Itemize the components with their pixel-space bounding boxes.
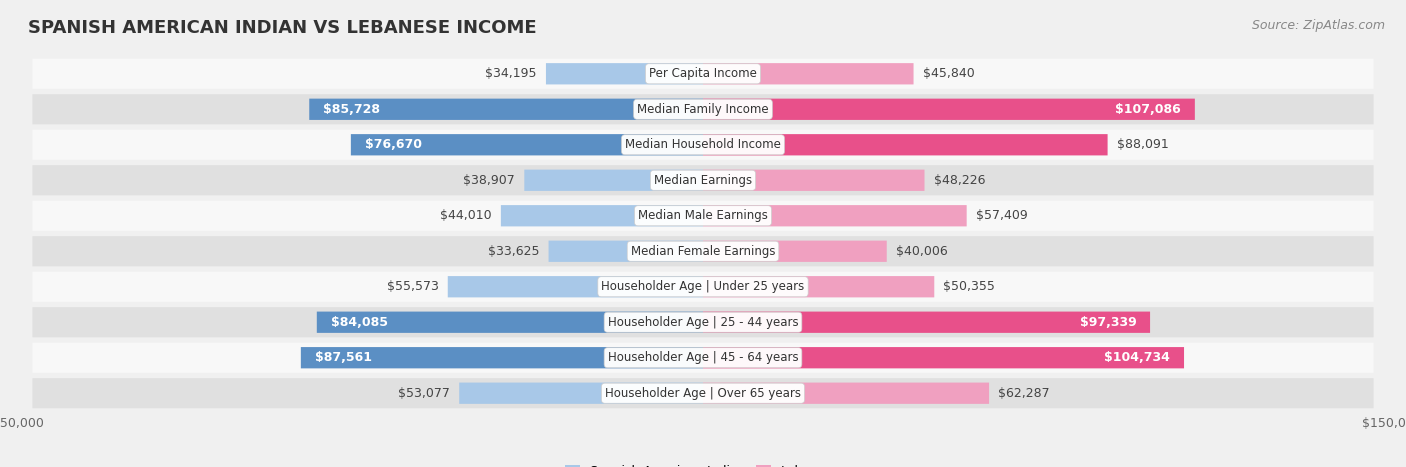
Text: Median Household Income: Median Household Income bbox=[626, 138, 780, 151]
FancyBboxPatch shape bbox=[548, 241, 703, 262]
FancyBboxPatch shape bbox=[32, 378, 1374, 408]
FancyBboxPatch shape bbox=[703, 63, 914, 85]
Text: $62,287: $62,287 bbox=[998, 387, 1050, 400]
Text: Source: ZipAtlas.com: Source: ZipAtlas.com bbox=[1251, 19, 1385, 32]
Text: Median Female Earnings: Median Female Earnings bbox=[631, 245, 775, 258]
FancyBboxPatch shape bbox=[32, 343, 1374, 373]
Text: $85,728: $85,728 bbox=[323, 103, 380, 116]
FancyBboxPatch shape bbox=[32, 307, 1374, 337]
Text: $88,091: $88,091 bbox=[1116, 138, 1168, 151]
Text: $84,085: $84,085 bbox=[330, 316, 388, 329]
FancyBboxPatch shape bbox=[32, 130, 1374, 160]
Text: $97,339: $97,339 bbox=[1080, 316, 1136, 329]
FancyBboxPatch shape bbox=[703, 311, 1150, 333]
FancyBboxPatch shape bbox=[32, 165, 1374, 195]
FancyBboxPatch shape bbox=[501, 205, 703, 226]
Text: $44,010: $44,010 bbox=[440, 209, 492, 222]
FancyBboxPatch shape bbox=[703, 347, 1184, 368]
Text: $107,086: $107,086 bbox=[1115, 103, 1181, 116]
FancyBboxPatch shape bbox=[309, 99, 703, 120]
Text: SPANISH AMERICAN INDIAN VS LEBANESE INCOME: SPANISH AMERICAN INDIAN VS LEBANESE INCO… bbox=[28, 19, 537, 37]
FancyBboxPatch shape bbox=[546, 63, 703, 85]
FancyBboxPatch shape bbox=[32, 272, 1374, 302]
Text: Median Earnings: Median Earnings bbox=[654, 174, 752, 187]
Text: $34,195: $34,195 bbox=[485, 67, 537, 80]
Text: $87,561: $87,561 bbox=[315, 351, 371, 364]
Text: $53,077: $53,077 bbox=[398, 387, 450, 400]
FancyBboxPatch shape bbox=[703, 99, 1195, 120]
FancyBboxPatch shape bbox=[352, 134, 703, 156]
Text: $76,670: $76,670 bbox=[364, 138, 422, 151]
FancyBboxPatch shape bbox=[447, 276, 703, 297]
Text: $45,840: $45,840 bbox=[922, 67, 974, 80]
Text: Householder Age | 45 - 64 years: Householder Age | 45 - 64 years bbox=[607, 351, 799, 364]
FancyBboxPatch shape bbox=[703, 134, 1108, 156]
Text: $104,734: $104,734 bbox=[1104, 351, 1170, 364]
FancyBboxPatch shape bbox=[524, 170, 703, 191]
FancyBboxPatch shape bbox=[301, 347, 703, 368]
Text: Median Male Earnings: Median Male Earnings bbox=[638, 209, 768, 222]
Text: $38,907: $38,907 bbox=[464, 174, 515, 187]
Text: $55,573: $55,573 bbox=[387, 280, 439, 293]
Text: Householder Age | Over 65 years: Householder Age | Over 65 years bbox=[605, 387, 801, 400]
Text: Householder Age | Under 25 years: Householder Age | Under 25 years bbox=[602, 280, 804, 293]
FancyBboxPatch shape bbox=[703, 170, 925, 191]
Text: $33,625: $33,625 bbox=[488, 245, 540, 258]
Text: Median Family Income: Median Family Income bbox=[637, 103, 769, 116]
FancyBboxPatch shape bbox=[460, 382, 703, 404]
Text: $48,226: $48,226 bbox=[934, 174, 986, 187]
Text: $57,409: $57,409 bbox=[976, 209, 1028, 222]
FancyBboxPatch shape bbox=[316, 311, 703, 333]
FancyBboxPatch shape bbox=[32, 236, 1374, 266]
FancyBboxPatch shape bbox=[703, 241, 887, 262]
Text: $50,355: $50,355 bbox=[943, 280, 995, 293]
Legend: Spanish American Indian, Lebanese: Spanish American Indian, Lebanese bbox=[560, 460, 846, 467]
FancyBboxPatch shape bbox=[703, 205, 967, 226]
Text: Householder Age | 25 - 44 years: Householder Age | 25 - 44 years bbox=[607, 316, 799, 329]
FancyBboxPatch shape bbox=[32, 201, 1374, 231]
FancyBboxPatch shape bbox=[703, 382, 988, 404]
FancyBboxPatch shape bbox=[32, 94, 1374, 124]
Text: Per Capita Income: Per Capita Income bbox=[650, 67, 756, 80]
FancyBboxPatch shape bbox=[703, 276, 934, 297]
FancyBboxPatch shape bbox=[32, 59, 1374, 89]
Text: $40,006: $40,006 bbox=[896, 245, 948, 258]
